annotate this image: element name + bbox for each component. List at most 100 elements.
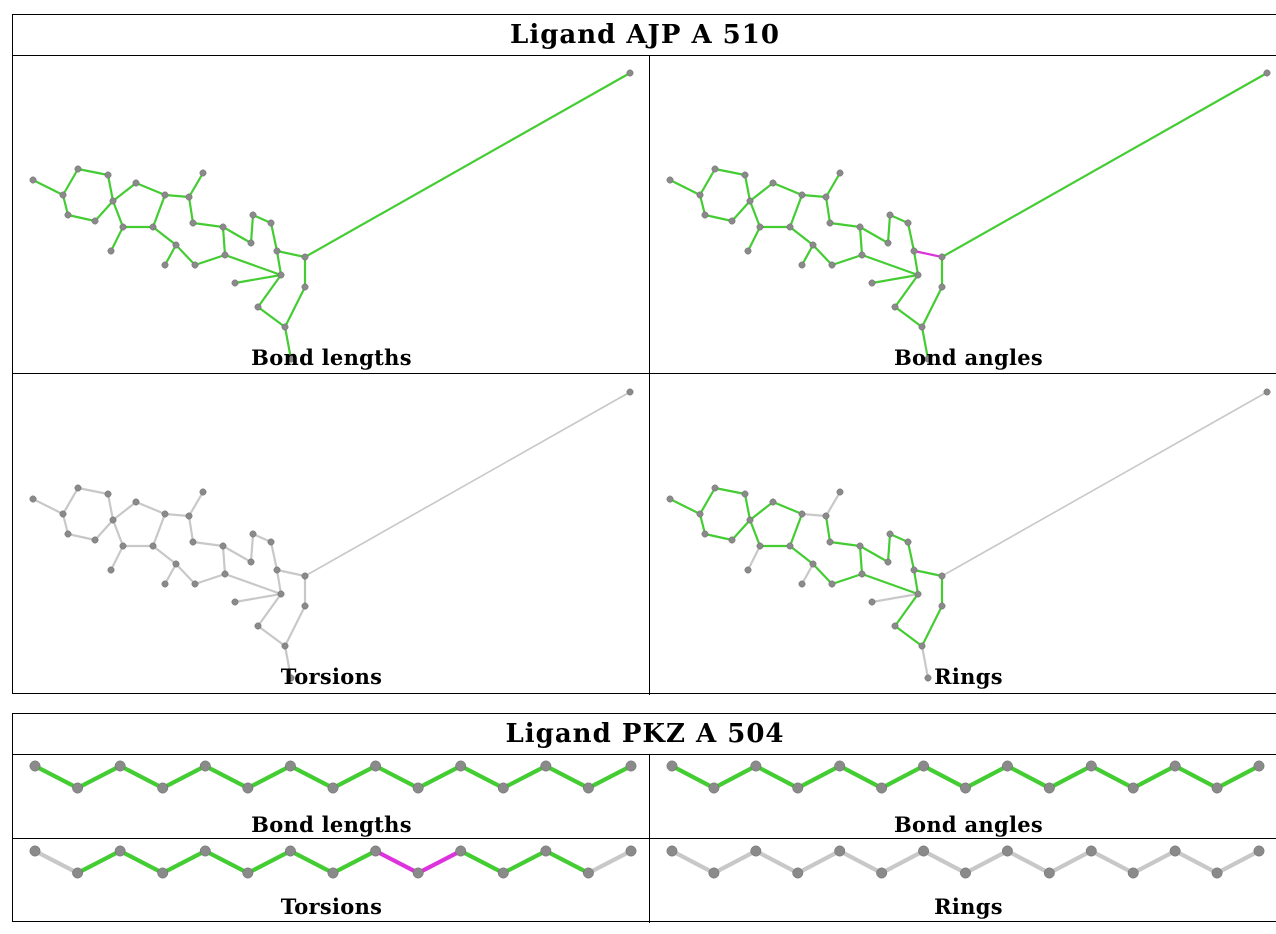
atom (856, 542, 864, 550)
atom (199, 169, 207, 177)
atom (219, 542, 227, 550)
atom (744, 247, 752, 255)
atom (281, 323, 289, 331)
atom (960, 867, 971, 879)
bond (203, 848, 250, 876)
atom (273, 566, 281, 574)
bond (698, 486, 717, 516)
ajp-torsions-structure (29, 388, 634, 682)
bond (269, 221, 279, 253)
ligand-pkz-panel: Ligand PKZ A 504 Bond lengths Bond angle… (12, 713, 1276, 923)
atom (157, 867, 169, 879)
atom (199, 760, 211, 772)
bond (800, 193, 828, 199)
atom (132, 498, 140, 506)
bond (912, 249, 944, 259)
atom (938, 602, 946, 610)
bond (920, 285, 944, 329)
atom (904, 538, 912, 546)
atom (161, 510, 169, 518)
atom (708, 782, 720, 794)
atom (868, 598, 876, 606)
bond (221, 225, 253, 245)
atom (666, 495, 674, 503)
caption-rings: Rings (934, 664, 1003, 689)
bond (187, 514, 195, 544)
atom (199, 845, 211, 857)
bond (746, 544, 762, 572)
bond (703, 213, 734, 223)
atom (708, 867, 720, 879)
atom (826, 219, 834, 227)
bond (748, 199, 762, 229)
atom (1001, 760, 1013, 772)
bond (111, 181, 138, 203)
atom (231, 598, 239, 606)
bond (543, 848, 591, 876)
bond (93, 199, 115, 223)
pkz-torsions-cell: Torsions (13, 839, 649, 923)
bond (771, 500, 804, 516)
atom (960, 782, 971, 794)
bond (788, 512, 804, 548)
atom (826, 538, 834, 546)
caption-torsions: Torsions (280, 664, 383, 689)
atom (746, 516, 754, 524)
bond (151, 512, 167, 548)
bond (233, 592, 283, 604)
atom (625, 845, 637, 857)
pkz-rings-structure (666, 845, 1265, 879)
bond (330, 763, 378, 791)
bond (858, 544, 864, 576)
bond (1173, 848, 1220, 876)
atom (884, 558, 892, 566)
bond (828, 221, 862, 229)
bond (669, 763, 717, 791)
bond (837, 763, 884, 791)
bond (860, 253, 920, 277)
caption-torsions: Torsions (280, 894, 383, 919)
bond (830, 253, 864, 267)
atom (914, 590, 922, 598)
atom (254, 303, 262, 311)
atom (267, 219, 275, 227)
bond (941, 391, 1268, 577)
atom (1169, 760, 1181, 772)
atom (29, 760, 41, 772)
atom (412, 867, 424, 879)
caption-rings: Rings (934, 894, 1003, 919)
bond (906, 540, 916, 572)
bond (824, 171, 842, 199)
atom (918, 642, 926, 650)
atom (828, 261, 836, 269)
atom (876, 867, 888, 879)
bond (304, 391, 631, 577)
bond (743, 492, 752, 522)
atom (666, 845, 678, 857)
bond (109, 544, 125, 572)
bond (743, 173, 752, 203)
bond (830, 572, 864, 586)
atom (191, 261, 199, 269)
atom (249, 530, 257, 538)
atom (769, 179, 777, 187)
bond (275, 568, 307, 578)
atom (701, 211, 709, 219)
bond (109, 225, 125, 253)
atom (582, 867, 594, 879)
atom (242, 867, 254, 879)
atom (247, 239, 255, 247)
atom (756, 542, 764, 550)
bond (330, 848, 378, 876)
atom (910, 247, 918, 255)
ajp-rings-cell: Rings (650, 374, 1276, 695)
atom (809, 241, 817, 249)
atom (242, 782, 254, 794)
atom (59, 191, 67, 199)
bond (203, 763, 250, 791)
bond (275, 568, 283, 596)
atom (455, 845, 467, 857)
atom (876, 782, 888, 794)
bond (501, 763, 548, 791)
atom (29, 845, 41, 857)
